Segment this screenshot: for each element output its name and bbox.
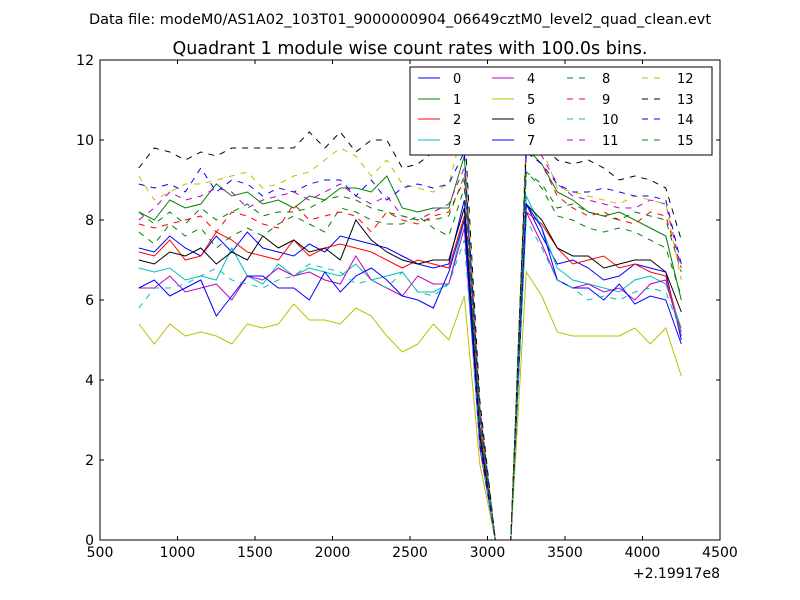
x-tick-label: 4000	[625, 545, 661, 561]
x-tick-label: 3500	[547, 545, 583, 561]
legend-label-8: 8	[602, 72, 610, 87]
x-offset-label: +2.19917e8	[633, 566, 720, 582]
legend-box	[409, 66, 713, 156]
chart-title: Quadrant 1 module wise count rates with …	[173, 39, 648, 59]
y-tick-label: 4	[85, 373, 94, 389]
x-tick-label: 2500	[392, 545, 428, 561]
series-line-2	[138, 211, 682, 540]
legend-label-11: 11	[602, 134, 619, 149]
y-tick-label: 0	[85, 533, 94, 549]
x-tick-label: 3000	[470, 545, 506, 561]
y-tick-label: 6	[85, 293, 94, 309]
series-line-6	[138, 202, 682, 540]
legend-label-5: 5	[527, 93, 535, 108]
series-line-4	[138, 211, 682, 540]
legend-label-15: 15	[677, 134, 694, 149]
series-line-0	[138, 199, 682, 540]
legend-label-2: 2	[453, 113, 461, 128]
legend-label-3: 3	[453, 134, 461, 149]
plot-area: 500 1000 1500 2000 2500 3000 3500 4000 4500 0 2 4 6…	[76, 53, 738, 582]
y-tick-label: 2	[85, 453, 94, 469]
x-axis: 500 1000 1500 2000 2500 3000 3500 4000 4500	[87, 60, 738, 561]
series-line-14	[138, 150, 682, 540]
y-tick-label: 12	[76, 53, 94, 69]
x-tick-label: 1500	[237, 545, 273, 561]
legend-label-9: 9	[602, 93, 610, 108]
series-line-3	[138, 195, 682, 540]
series-line-7	[138, 202, 682, 540]
series-line-13	[138, 122, 682, 540]
series-line-11	[138, 138, 682, 540]
series-line-15	[138, 171, 682, 540]
series-line-10	[138, 218, 682, 540]
legend-label-4: 4	[527, 72, 535, 87]
figure-suptitle: Data file: modeM0/AS1A02_103T01_90000009…	[89, 12, 711, 28]
legend-label-14: 14	[677, 113, 694, 128]
series-line-1	[138, 146, 682, 540]
legend-label-1: 1	[453, 93, 461, 108]
legend-label-12: 12	[677, 72, 694, 87]
y-tick-label: 10	[76, 133, 94, 149]
legend-label-6: 6	[527, 113, 535, 128]
series-line-8	[138, 170, 682, 540]
series-line-5	[138, 270, 682, 540]
x-tick-label: 500	[87, 545, 114, 561]
y-tick-label: 8	[85, 213, 94, 229]
x-tick-label: 1000	[160, 545, 196, 561]
legend-label-10: 10	[602, 113, 619, 128]
series-layer	[138, 122, 682, 540]
legend-label-13: 13	[677, 93, 694, 108]
legend-label-0: 0	[453, 72, 461, 87]
x-tick-label: 4500	[702, 545, 738, 561]
x-tick-label: 2000	[315, 545, 351, 561]
legend-label-7: 7	[527, 134, 535, 149]
